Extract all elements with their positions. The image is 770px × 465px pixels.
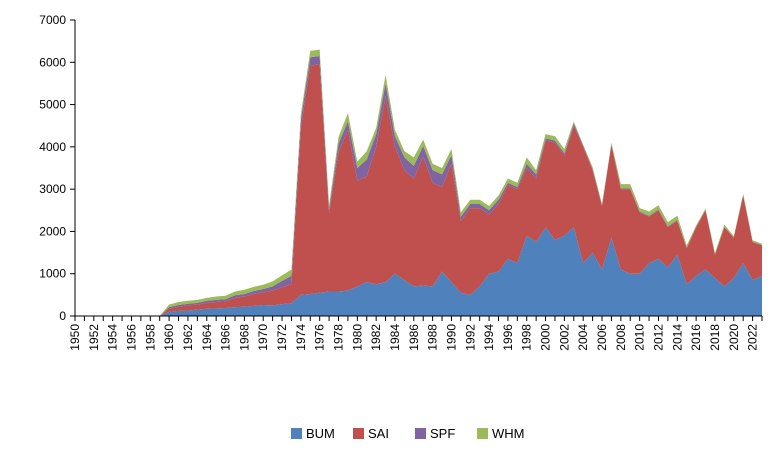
x-tick-label: 1950 bbox=[68, 324, 82, 351]
y-tick-label: 2000 bbox=[39, 224, 66, 238]
axes: 0 1000 2000 3000 4000 5000 6000 7000 1950 1952 195… bbox=[39, 13, 763, 351]
series-areas bbox=[75, 49, 762, 317]
x-tick-label: 1988 bbox=[426, 324, 440, 351]
x-tick-label: 1984 bbox=[388, 324, 402, 351]
x-tick-label: 2002 bbox=[557, 324, 571, 351]
x-tick-label: 1982 bbox=[369, 324, 383, 351]
y-tick-label: 7000 bbox=[39, 13, 66, 27]
x-tick-label: 1978 bbox=[332, 324, 346, 351]
x-tick-label: 1970 bbox=[256, 324, 270, 351]
x-tick-label: 2008 bbox=[614, 324, 628, 351]
legend-swatch bbox=[291, 428, 302, 439]
x-tick-label: 1980 bbox=[350, 324, 364, 351]
legend-item-spf: SPF bbox=[415, 426, 455, 441]
x-tick-label: 2016 bbox=[689, 324, 703, 351]
legend-label: WHM bbox=[492, 426, 525, 441]
y-tick-label: 1000 bbox=[39, 267, 66, 281]
x-tick-label: 1956 bbox=[124, 324, 138, 351]
x-tick-label: 1972 bbox=[275, 324, 289, 351]
legend-swatch bbox=[415, 428, 426, 439]
legend-label: SAI bbox=[368, 426, 389, 441]
x-tick-label: 1960 bbox=[162, 324, 176, 351]
x-tick-label: 1986 bbox=[407, 324, 421, 351]
x-tick-label: 1976 bbox=[313, 324, 327, 351]
x-tick-label: 1996 bbox=[501, 324, 515, 351]
x-tick-label: 1966 bbox=[219, 324, 233, 351]
legend-label: SPF bbox=[430, 426, 455, 441]
area-bum bbox=[75, 227, 762, 316]
x-tick-label: 2018 bbox=[708, 324, 722, 351]
x-tick-label: 1992 bbox=[463, 324, 477, 351]
x-tick-label: 2014 bbox=[670, 324, 684, 351]
legend-swatch bbox=[353, 428, 364, 439]
legend: BUM SAI SPF WHM bbox=[291, 426, 525, 441]
legend-item-sai: SAI bbox=[353, 426, 389, 441]
area-sai bbox=[75, 64, 762, 317]
x-tick-label: 1958 bbox=[143, 324, 157, 351]
y-tick-label: 6000 bbox=[39, 55, 66, 69]
x-tick-label: 2006 bbox=[595, 324, 609, 351]
x-tick-label: 1974 bbox=[294, 324, 308, 351]
y-tick-label: 3000 bbox=[39, 182, 66, 196]
x-tick-label: 1954 bbox=[106, 324, 120, 351]
x-tick-label: 1952 bbox=[87, 324, 101, 351]
legend-label: BUM bbox=[306, 426, 335, 441]
legend-item-whm: WHM bbox=[477, 426, 525, 441]
x-tick-label: 2022 bbox=[746, 324, 760, 351]
x-tick-label: 2000 bbox=[539, 324, 553, 351]
y-tick-label: 0 bbox=[59, 309, 66, 323]
y-tick-label: 4000 bbox=[39, 140, 66, 154]
legend-item-bum: BUM bbox=[291, 426, 335, 441]
x-tick-label: 2012 bbox=[651, 324, 665, 351]
x-tick-label: 2020 bbox=[727, 324, 741, 351]
x-tick-label: 1990 bbox=[444, 324, 458, 351]
x-tick-label: 2004 bbox=[576, 324, 590, 351]
y-tick-label: 5000 bbox=[39, 98, 66, 112]
x-tick-label: 1994 bbox=[482, 324, 496, 351]
x-tick-label: 1968 bbox=[237, 324, 251, 351]
x-tick-label: 1998 bbox=[520, 324, 534, 351]
x-tick-label: 2010 bbox=[633, 324, 647, 351]
legend-swatch bbox=[477, 428, 488, 439]
x-tick-label: 1964 bbox=[200, 324, 214, 351]
x-tick-label: 1962 bbox=[181, 324, 195, 351]
